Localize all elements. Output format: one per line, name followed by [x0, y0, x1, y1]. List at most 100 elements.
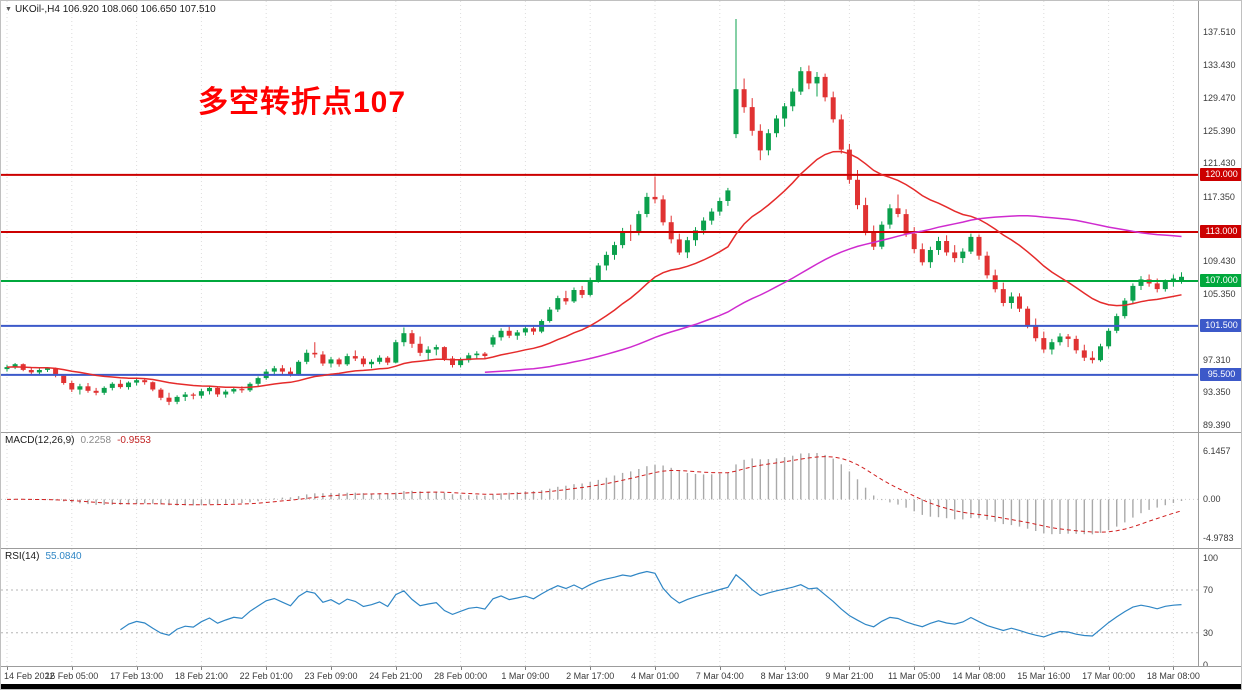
candle	[1017, 293, 1022, 312]
candle	[490, 334, 496, 348]
rsi-plot[interactable]	[1, 549, 1198, 666]
candle	[684, 236, 690, 259]
rsi-name: RSI(14)	[5, 551, 40, 562]
rsi-value: 55.0840	[45, 551, 82, 562]
time-axis-tick	[460, 667, 462, 670]
time-axis-tick	[1108, 667, 1110, 670]
time-axis-label: 7 Mar 04:00	[695, 671, 744, 681]
candle	[968, 233, 974, 254]
candle	[506, 326, 512, 339]
candle	[1114, 313, 1120, 334]
macd-signal-line	[6, 456, 1182, 533]
time-axis-tick	[590, 667, 592, 670]
macd-scale-tick: 6.1457	[1203, 446, 1231, 456]
time-axis-tick	[655, 667, 656, 670]
candle	[757, 124, 763, 161]
candle	[863, 197, 869, 236]
candle	[927, 246, 933, 268]
candle	[871, 225, 877, 250]
hline-price-badge: 120.000	[1200, 168, 1241, 181]
candle	[522, 325, 528, 336]
candle	[352, 350, 358, 361]
candle	[555, 295, 561, 312]
hline-price-badge: 101.500	[1200, 319, 1241, 332]
candle	[960, 248, 966, 263]
candle	[709, 208, 715, 225]
candle	[531, 326, 536, 335]
candle	[1065, 334, 1071, 348]
time-axis-tick	[201, 667, 203, 670]
price-scale-tick: 93.350	[1203, 387, 1231, 397]
rsi-gridlines	[6, 549, 1174, 666]
candle	[790, 88, 796, 112]
panel-separator[interactable]	[1, 548, 1241, 549]
time-axis-label: 11 Mar 05:00	[888, 671, 941, 681]
candle	[182, 392, 188, 401]
price-chart-panel[interactable]: ▼ UKOil-,H4 106.920 108.060 106.650 107.5…	[1, 1, 1198, 432]
candle	[595, 263, 601, 283]
time-axis-label: 2 Mar 17:00	[566, 671, 615, 681]
candle	[482, 352, 488, 359]
candle	[1179, 272, 1184, 284]
candle	[855, 170, 860, 210]
candle	[717, 197, 723, 216]
price-scale-tick: 89.390	[1203, 420, 1231, 430]
time-axis-label: 9 Mar 21:00	[825, 671, 874, 681]
candle	[215, 386, 221, 397]
candle	[425, 346, 431, 361]
candle	[134, 378, 140, 386]
candle	[1000, 282, 1006, 307]
panel-separator	[1, 666, 1241, 667]
time-axis-tick	[1043, 667, 1045, 670]
candle	[936, 236, 941, 255]
time-axis-label: 14 Feb 2022	[4, 671, 55, 681]
candlestick-plot[interactable]	[1, 1, 1198, 432]
ma-slow-line	[484, 214, 1182, 374]
price-scale-tick: 129.470	[1203, 93, 1236, 103]
time-axis-label: 28 Feb 00:00	[434, 671, 488, 681]
candle	[328, 356, 334, 368]
time-axis-label: 1 Mar 09:00	[501, 671, 550, 681]
candle	[806, 65, 812, 90]
candle	[798, 67, 804, 95]
candle	[336, 357, 342, 367]
candle	[822, 73, 828, 102]
candle	[846, 143, 852, 184]
rsi-line	[120, 570, 1182, 638]
candle	[1089, 351, 1095, 364]
candle	[360, 356, 366, 367]
time-axis-tick	[1173, 667, 1175, 670]
symbol-dropdown-icon[interactable]: ▼	[5, 6, 12, 13]
time-axis-tick	[525, 667, 527, 670]
hline-price-badge: 95.500	[1200, 368, 1241, 381]
candle	[344, 353, 350, 366]
candle	[207, 385, 212, 395]
candle	[1130, 283, 1136, 303]
candle	[733, 19, 739, 139]
time-axis-tick	[136, 667, 138, 670]
candle	[450, 356, 455, 368]
panel-separator[interactable]	[1, 432, 1241, 433]
time-axis[interactable]: 14 Feb 2022 16 Feb 05:00 17 Feb 13:00 18 Fe…	[1, 667, 1241, 684]
candle	[255, 376, 261, 387]
candle	[190, 392, 196, 400]
symbol-ohlc-text: UKOil-,H4 106.920 108.060 106.650 107.51…	[14, 4, 216, 15]
macd-panel[interactable]: MACD(12,26,9) 0.2258 -0.9553	[1, 433, 1198, 547]
candle	[1098, 343, 1103, 362]
candle	[725, 187, 731, 206]
hline-price-badge: 113.000	[1200, 225, 1241, 238]
candle	[547, 307, 553, 323]
time-axis-label: 23 Feb 09:00	[304, 671, 358, 681]
candle	[774, 115, 779, 138]
candle	[603, 251, 609, 271]
candle	[895, 194, 901, 218]
candle	[1081, 344, 1087, 361]
candle	[377, 355, 383, 365]
candle	[1025, 306, 1031, 329]
price-scale[interactable]: 137.510 133.430 129.470 125.390 121.430 117.3…	[1198, 1, 1241, 670]
candle	[77, 383, 83, 395]
candle	[1106, 328, 1112, 349]
macd-plot[interactable]	[1, 433, 1198, 547]
rsi-panel[interactable]: RSI(14) 55.0840	[1, 549, 1198, 666]
candle	[571, 287, 577, 303]
